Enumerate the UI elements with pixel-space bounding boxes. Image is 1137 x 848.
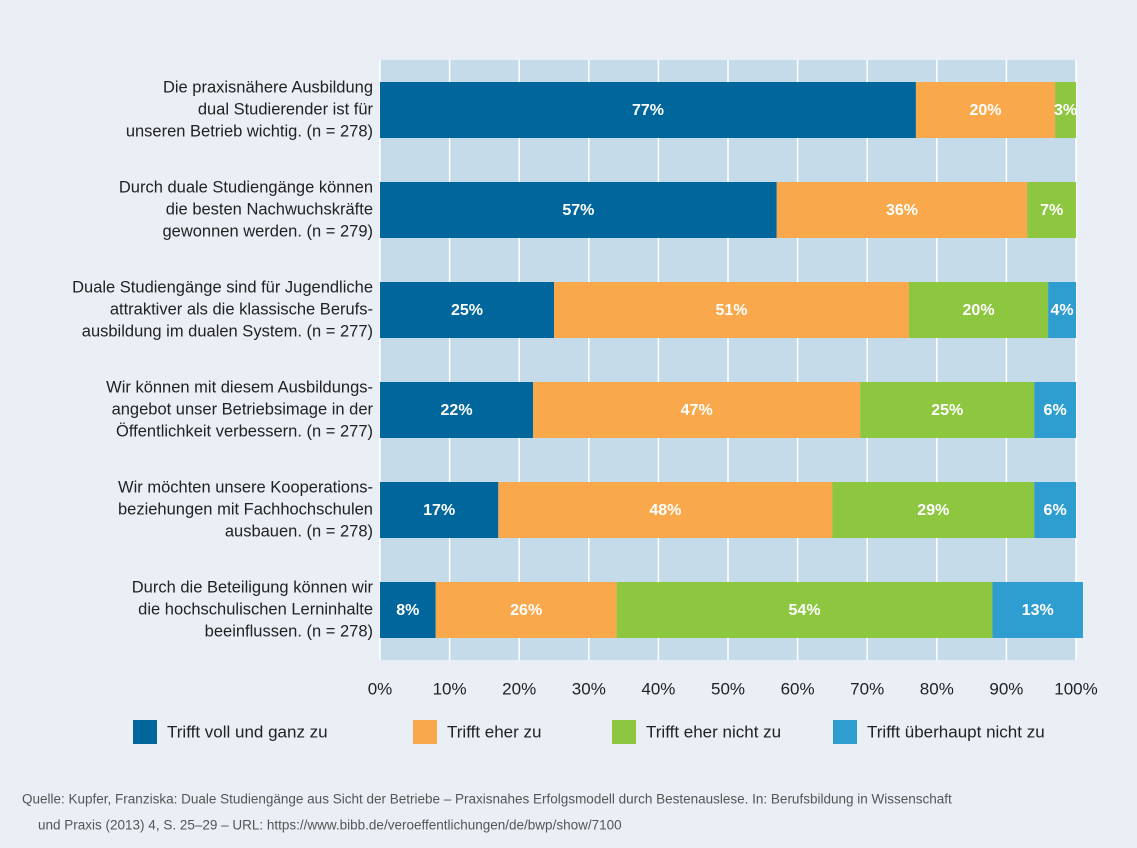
x-tick-label: 80%: [920, 679, 954, 698]
bar-segment: [776, 182, 1028, 238]
bar-segment: [533, 382, 861, 438]
category-label: angebot unser Betriebsimage in der: [112, 400, 374, 418]
x-tick-label: 50%: [711, 679, 745, 698]
value-label: 20%: [963, 302, 995, 319]
source-text: und Praxis (2013) 4, S. 25–29 – URL: htt…: [38, 818, 622, 833]
value-label: 25%: [931, 402, 963, 419]
bar-segment: [380, 282, 554, 338]
category-label: gewonnen werden. (n = 279): [162, 222, 373, 240]
category-label: Wir möchten unsere Kooperations-: [118, 478, 373, 496]
category-label: Duale Studiengänge sind für Jugendliche: [72, 278, 373, 296]
value-label: 6%: [1044, 502, 1067, 519]
value-label: 20%: [970, 102, 1002, 119]
bar-segment: [915, 82, 1056, 138]
value-label: 26%: [510, 602, 542, 619]
legend-swatch: [833, 720, 857, 744]
value-label: 7%: [1040, 202, 1063, 219]
x-tick-label: 0%: [368, 679, 393, 698]
bar-segment: [1027, 182, 1076, 238]
value-label: 77%: [632, 102, 664, 119]
bar-segment: [1055, 82, 1076, 138]
bar-segment: [1034, 482, 1076, 538]
category-label: attraktiver als die klassische Berufs-: [110, 300, 373, 318]
bar-segment: [992, 582, 1083, 638]
value-label: 4%: [1051, 302, 1074, 319]
bar-segment: [380, 82, 916, 138]
value-label: 47%: [681, 402, 713, 419]
bar-segment: [554, 282, 909, 338]
category-label: beziehungen mit Fachhochschulen: [118, 500, 373, 518]
category-label: beeinflussen. (n = 278): [205, 622, 373, 640]
legend-swatch: [413, 720, 437, 744]
category-label: Wir können mit diesem Ausbildungs-: [106, 378, 373, 396]
value-label: 29%: [917, 502, 949, 519]
source-text: Quelle: Kupfer, Franziska: Duale Studien…: [22, 792, 952, 807]
category-label: die besten Nachwuchskräfte: [166, 200, 373, 218]
value-label: 25%: [451, 302, 483, 319]
category-label: dual Studierender ist für: [198, 100, 374, 118]
x-tick-label: 40%: [641, 679, 675, 698]
bar-segment: [1034, 382, 1076, 438]
bar-segment: [380, 382, 534, 438]
x-tick-label: 20%: [502, 679, 536, 698]
value-label: 8%: [396, 602, 419, 619]
value-label: 36%: [886, 202, 918, 219]
category-label: Durch duale Studiengänge können: [119, 178, 373, 196]
bar-segment: [380, 482, 499, 538]
value-label: 6%: [1044, 402, 1067, 419]
legend-label: Trifft eher zu: [447, 722, 541, 741]
value-label: 3%: [1054, 102, 1077, 119]
bar-segment: [860, 382, 1035, 438]
x-tick-label: 10%: [433, 679, 467, 698]
bar-segment: [380, 182, 777, 238]
legend-label: Trifft überhaupt nicht zu: [867, 722, 1045, 741]
legend-swatch: [612, 720, 636, 744]
category-label: unseren Betrieb wichtig. (n = 278): [126, 122, 373, 140]
category-label: ausbauen. (n = 278): [225, 522, 373, 540]
value-label: 51%: [715, 302, 747, 319]
bar-segment: [380, 582, 436, 638]
bar-segment: [498, 482, 833, 538]
x-tick-label: 70%: [850, 679, 884, 698]
x-tick-label: 90%: [989, 679, 1023, 698]
legend-swatch: [133, 720, 157, 744]
x-tick-label: 60%: [781, 679, 815, 698]
value-label: 22%: [441, 402, 473, 419]
value-label: 13%: [1022, 602, 1054, 619]
value-label: 17%: [423, 502, 455, 519]
category-label: ausbildung im dualen System. (n = 277): [82, 322, 373, 340]
value-label: 48%: [649, 502, 681, 519]
bar-segment: [832, 482, 1035, 538]
legend-label: Trifft voll und ganz zu: [167, 722, 328, 741]
value-label: 54%: [789, 602, 821, 619]
bar-segment: [435, 582, 617, 638]
legend-label: Trifft eher nicht zu: [646, 722, 781, 741]
category-label: die hochschulischen Lerninhalte: [138, 600, 373, 618]
x-tick-label: 100%: [1054, 679, 1097, 698]
bar-segment: [1048, 282, 1076, 338]
bar-segment: [616, 582, 993, 638]
bar-segment: [908, 282, 1049, 338]
category-label: Öffentlichkeit verbessern. (n = 277): [116, 422, 373, 440]
x-tick-label: 30%: [572, 679, 606, 698]
value-label: 57%: [562, 202, 594, 219]
category-label: Die praxisnähere Ausbildung: [163, 78, 373, 96]
category-label: Durch die Beteiligung können wir: [132, 578, 374, 596]
